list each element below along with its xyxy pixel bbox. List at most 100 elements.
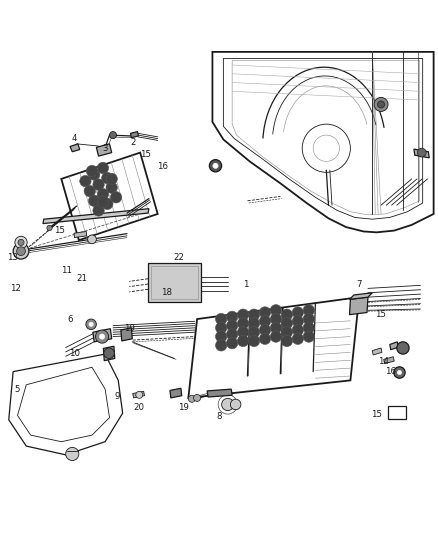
Circle shape [270, 304, 282, 316]
Text: 15: 15 [374, 310, 386, 319]
Circle shape [215, 313, 227, 325]
Circle shape [226, 329, 238, 340]
Bar [148, 263, 201, 302]
Circle shape [99, 334, 105, 339]
Text: 22: 22 [173, 253, 184, 262]
Circle shape [281, 335, 293, 346]
Text: 10: 10 [69, 349, 80, 358]
Text: 20: 20 [134, 403, 145, 412]
Circle shape [303, 331, 314, 342]
Circle shape [222, 398, 234, 410]
Circle shape [303, 313, 314, 325]
Circle shape [106, 182, 117, 193]
Circle shape [292, 307, 304, 318]
Text: 21: 21 [77, 274, 88, 283]
Polygon shape [188, 297, 359, 398]
Polygon shape [131, 132, 138, 138]
Polygon shape [61, 152, 158, 240]
Circle shape [215, 340, 227, 351]
Text: 15: 15 [371, 410, 382, 419]
Circle shape [86, 165, 98, 177]
Circle shape [237, 309, 249, 320]
Circle shape [88, 235, 96, 244]
Circle shape [417, 148, 426, 157]
Text: 2: 2 [131, 139, 136, 148]
Polygon shape [170, 388, 182, 398]
Circle shape [248, 327, 260, 338]
Circle shape [15, 236, 27, 248]
Circle shape [281, 327, 293, 338]
Text: 19: 19 [124, 324, 135, 333]
Text: 6: 6 [67, 316, 73, 325]
Circle shape [93, 179, 104, 190]
Circle shape [88, 169, 100, 180]
Circle shape [86, 319, 96, 329]
Circle shape [378, 101, 385, 108]
Text: 7: 7 [357, 280, 362, 289]
Text: 15: 15 [140, 150, 151, 159]
Polygon shape [74, 231, 87, 238]
Polygon shape [207, 389, 232, 397]
Circle shape [259, 307, 271, 318]
Text: 9: 9 [115, 392, 120, 401]
Circle shape [248, 335, 260, 346]
Circle shape [248, 318, 260, 329]
Circle shape [84, 185, 95, 197]
Circle shape [97, 196, 109, 207]
Text: 14: 14 [378, 358, 389, 367]
Circle shape [13, 243, 29, 259]
Circle shape [47, 225, 52, 231]
Text: 16: 16 [385, 367, 396, 376]
Text: 3: 3 [102, 144, 108, 153]
Circle shape [292, 333, 304, 344]
Text: 8: 8 [216, 412, 222, 421]
Polygon shape [70, 144, 80, 152]
Circle shape [194, 394, 201, 401]
Polygon shape [121, 328, 132, 341]
Circle shape [102, 198, 113, 209]
Circle shape [259, 333, 271, 344]
Text: 12: 12 [10, 284, 21, 293]
Polygon shape [388, 406, 406, 419]
Text: 19: 19 [178, 403, 188, 412]
Circle shape [209, 159, 222, 172]
Polygon shape [372, 348, 382, 355]
Text: 13: 13 [7, 253, 18, 262]
Circle shape [97, 162, 109, 174]
Circle shape [17, 247, 25, 255]
Text: 16: 16 [156, 162, 168, 171]
Circle shape [215, 331, 227, 342]
Polygon shape [103, 346, 115, 361]
Circle shape [226, 311, 238, 322]
Circle shape [270, 322, 282, 334]
Bar [151, 266, 198, 300]
Circle shape [188, 395, 195, 402]
Circle shape [374, 98, 388, 111]
Circle shape [136, 391, 143, 398]
Text: 4: 4 [72, 134, 77, 143]
Circle shape [303, 322, 314, 334]
Circle shape [270, 313, 282, 325]
Circle shape [237, 327, 249, 338]
Text: 18: 18 [161, 288, 172, 297]
Polygon shape [212, 52, 434, 232]
Circle shape [102, 172, 113, 184]
Circle shape [95, 330, 109, 343]
Circle shape [248, 309, 260, 320]
Polygon shape [384, 357, 394, 364]
Polygon shape [96, 144, 112, 156]
Polygon shape [350, 297, 368, 314]
Circle shape [292, 324, 304, 336]
Text: 5: 5 [14, 385, 19, 394]
Text: 15: 15 [53, 226, 65, 235]
Circle shape [213, 163, 218, 168]
Circle shape [270, 331, 282, 342]
Circle shape [110, 191, 122, 203]
Text: 11: 11 [61, 265, 72, 274]
Polygon shape [9, 354, 123, 455]
Circle shape [93, 205, 104, 216]
Circle shape [226, 320, 238, 332]
Circle shape [281, 318, 293, 329]
Text: 1: 1 [243, 279, 248, 288]
Circle shape [226, 337, 238, 349]
